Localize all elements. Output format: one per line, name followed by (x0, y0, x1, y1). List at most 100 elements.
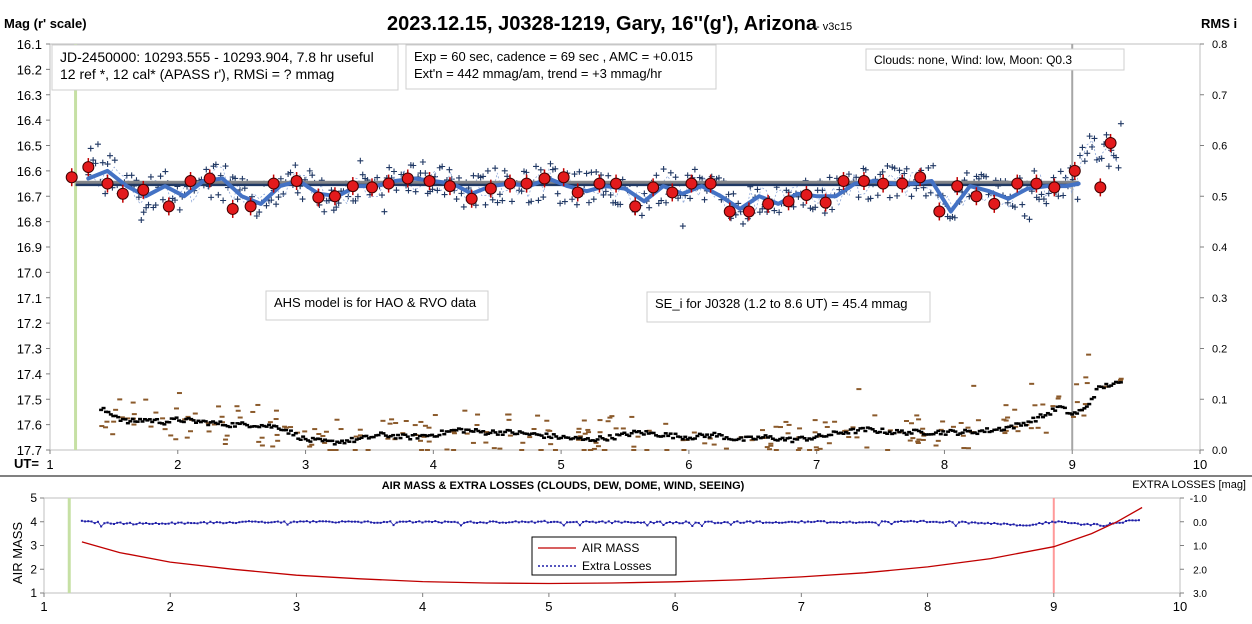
binned-point (837, 175, 850, 188)
observation-point (354, 193, 361, 200)
observation-point (576, 168, 583, 175)
binned-point (1048, 181, 1061, 194)
observation-point (352, 197, 359, 204)
binned-point (988, 197, 1001, 210)
observation-point (699, 175, 706, 182)
observation-point (660, 166, 667, 173)
observation-point (102, 190, 109, 197)
observation-point (499, 197, 506, 204)
y-tick-label: 16.1 (17, 37, 42, 52)
observation-point (309, 172, 316, 179)
observation-point (1117, 120, 1124, 127)
observation-point (535, 197, 542, 204)
observation-point (679, 223, 686, 230)
observation-point (391, 168, 398, 175)
observation-point (925, 164, 932, 171)
observation-point (605, 172, 612, 179)
binned-point (82, 161, 95, 174)
binned-point (877, 177, 890, 190)
binned-point (244, 200, 257, 213)
y2-tick-label: 0.3 (1212, 293, 1227, 305)
annotation-box-frame (865, 48, 1125, 71)
observation-point (590, 196, 597, 203)
x-tick-label: 3 (302, 457, 309, 472)
observation-point (1060, 192, 1067, 199)
x-tick-label: 6 (671, 599, 678, 614)
observation-point (891, 165, 898, 172)
observation-point (412, 188, 419, 195)
observation-point (422, 170, 429, 177)
annotation-text: 12 ref *, 12 cal* (APASS r'), RMSi = ? m… (60, 66, 334, 82)
observation-point (143, 204, 150, 211)
observation-point (145, 201, 152, 208)
observation-point (963, 169, 970, 176)
observation-point (879, 168, 886, 175)
binned-point (226, 202, 239, 215)
binned-point (346, 180, 359, 193)
extra-losses-point (80, 519, 83, 522)
observation-point (829, 206, 836, 213)
observation-point (220, 197, 227, 204)
annotation-box-clouds: Clouds: none, Wind: low, Moon: Q0.3 (865, 48, 1125, 71)
y-tick-label: 16.4 (17, 113, 42, 128)
observation-point (1086, 133, 1093, 140)
binned-point (267, 177, 280, 190)
observation-point (263, 202, 270, 209)
x-tick-label: 5 (545, 599, 552, 614)
observation-point (667, 169, 674, 176)
binned-point (382, 177, 395, 190)
observation-point (1012, 204, 1019, 211)
observation-point (764, 208, 771, 215)
observation-point (547, 160, 554, 167)
observation-point (725, 191, 732, 198)
x-tick-label: 10 (1193, 457, 1207, 472)
observation-point (573, 201, 580, 208)
observation-point (106, 152, 113, 159)
legend-label-extra-losses: Extra Losses (582, 559, 651, 573)
chart-subtitle: - v3c15 (816, 21, 852, 33)
observation-point (378, 192, 385, 199)
observation-point (663, 199, 670, 206)
observation-point (951, 214, 958, 221)
y-tick-label: 16.2 (17, 62, 42, 77)
annotation-text: Ext'n = 442 mmag/am, trend = +3 mmag/hr (414, 66, 662, 81)
observation-point (1084, 150, 1091, 157)
observation-point (429, 186, 436, 193)
observation-point (287, 169, 294, 176)
observation-point (561, 198, 568, 205)
y-tick-label: 17.7 (17, 443, 42, 458)
observation-point (691, 166, 698, 173)
observation-point (215, 191, 222, 198)
y-tick-label: 17.6 (17, 418, 42, 433)
annotation-box-frame (51, 44, 399, 91)
bottom-chart-title: AIR MASS & EXTRA LOSSES (CLOUDS, DEW, DO… (382, 480, 745, 492)
observation-point (1055, 193, 1062, 200)
y-tick-label: 4 (30, 515, 37, 529)
observation-point (554, 190, 561, 197)
observation-point (1079, 144, 1086, 151)
observation-point (222, 163, 229, 170)
observation-point (790, 203, 797, 210)
binned-point (647, 181, 660, 194)
observation-point (1077, 152, 1084, 159)
observation-point (333, 204, 340, 211)
chart-title: 2023.12.15, J0328-1219, Gary, 16''(g'), … (387, 13, 818, 35)
x-tick-label: 2 (174, 457, 181, 472)
observation-point (602, 188, 609, 195)
y-tick-label: 3 (30, 539, 37, 553)
extra-losses-line (81, 519, 1139, 528)
observation-point (675, 195, 682, 202)
observation-point (456, 174, 463, 181)
observation-point (386, 164, 393, 171)
observation-point (381, 208, 388, 215)
y-tick-label: 16.6 (17, 164, 42, 179)
observation-point (1050, 174, 1057, 181)
observation-point (552, 165, 559, 172)
observation-point (484, 167, 491, 174)
binned-point (101, 177, 114, 190)
observation-point (533, 163, 540, 170)
observation-point (607, 191, 614, 198)
observation-point (730, 190, 737, 197)
binned-point (666, 186, 679, 199)
